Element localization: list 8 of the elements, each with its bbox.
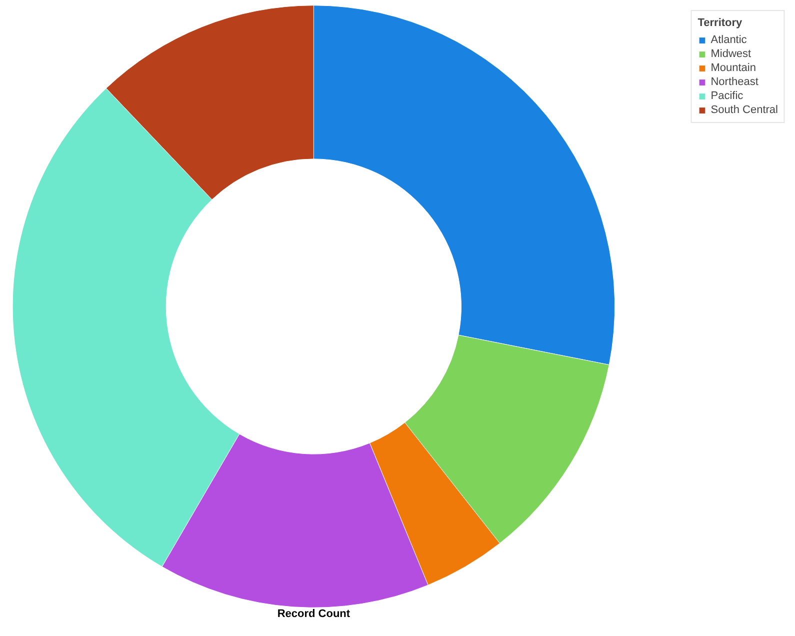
legend-label: Mountain bbox=[710, 62, 756, 74]
text: Record Count bbox=[277, 608, 350, 620]
legend-label: South Central bbox=[710, 104, 778, 116]
legend-label: Midwest bbox=[710, 48, 752, 60]
legend-title: Territory bbox=[698, 17, 744, 29]
legend-label: Pacific bbox=[710, 90, 744, 102]
legend-label: Northeast bbox=[710, 76, 758, 88]
legend-label: Atlantic bbox=[710, 34, 747, 46]
